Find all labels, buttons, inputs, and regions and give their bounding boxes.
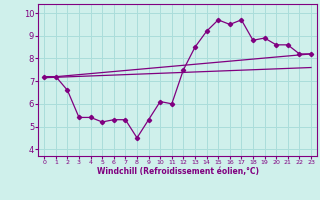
X-axis label: Windchill (Refroidissement éolien,°C): Windchill (Refroidissement éolien,°C) [97, 167, 259, 176]
